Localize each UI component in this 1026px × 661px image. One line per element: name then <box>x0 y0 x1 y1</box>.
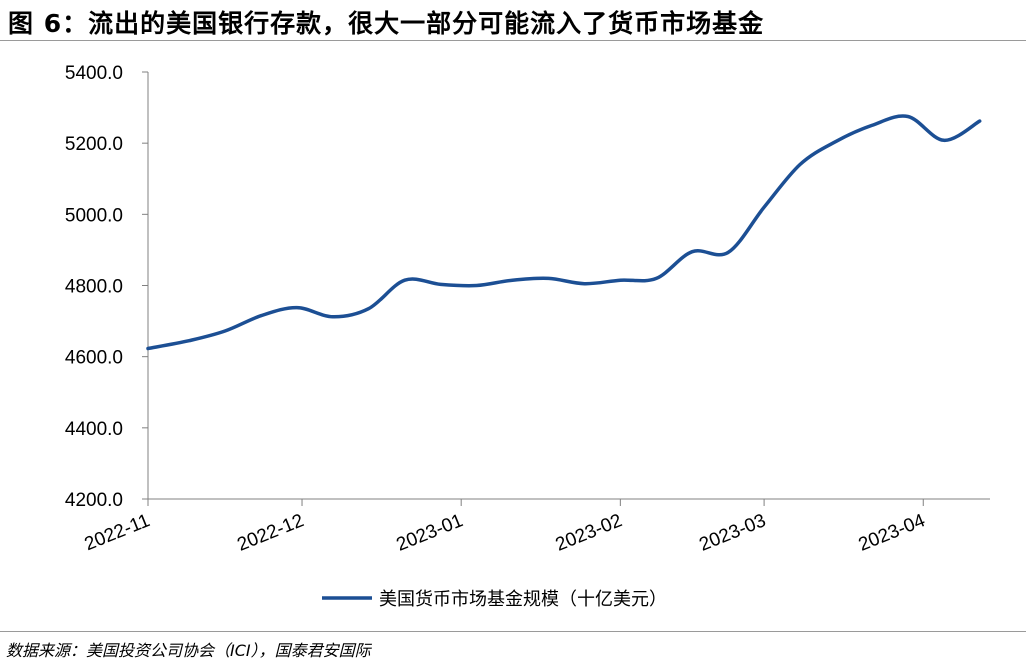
series-line <box>146 114 982 351</box>
legend-label: 美国货币市场基金规模（十亿美元） <box>379 589 667 610</box>
x-tick-label: 2023-01 <box>394 510 467 556</box>
source-divider <box>0 631 1026 632</box>
y-axis: 5400.0 5200.0 5000.0 4800.0 4600.0 4400.0 4200… <box>65 63 149 511</box>
line-chart: 5400.0 5200.0 5000.0 4800.0 4600.0 4400.0 4200… <box>65 63 990 610</box>
x-tick-label: 2022-11 <box>82 510 153 555</box>
x-tick-label: 2022-12 <box>234 510 307 556</box>
x-axis: 2022-11 2022-12 2023-01 2023-02 2023-03 2023-… <box>82 498 990 556</box>
y-tick-label: 4600.0 <box>65 348 123 369</box>
series-layer <box>146 114 982 351</box>
y-tick-label: 4400.0 <box>65 419 123 440</box>
legend: 美国货币市场基金规模（十亿美元） <box>322 589 667 610</box>
y-tick-label: 5200.0 <box>65 134 123 155</box>
y-tick-label: 4800.0 <box>65 277 123 298</box>
figure-title: 图 6：流出的美国银行存款，很大一部分可能流入了货币市场基金 <box>8 9 765 38</box>
title-divider <box>0 40 1026 41</box>
x-tick-label: 2023-04 <box>856 510 929 556</box>
y-tick-label: 4200.0 <box>65 490 123 511</box>
source-note: 数据来源：美国投资公司协会（ICI），国泰君安国际 <box>6 641 371 660</box>
x-tick-label: 2023-03 <box>696 510 769 556</box>
y-tick-label: 5400.0 <box>65 63 123 84</box>
x-tick-label: 2023-02 <box>553 510 626 556</box>
y-tick-label: 5000.0 <box>65 205 123 226</box>
